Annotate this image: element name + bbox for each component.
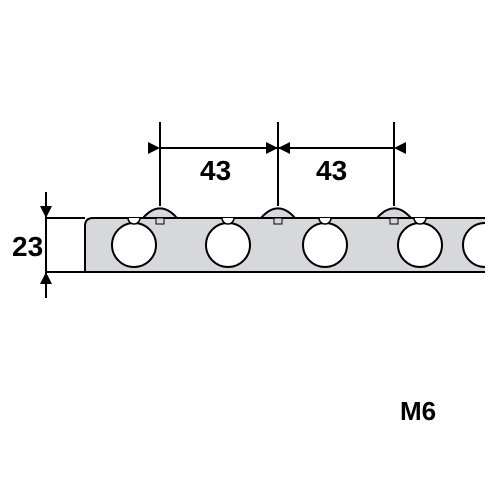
dim-arrow	[40, 206, 52, 218]
dim-arrow	[266, 142, 278, 154]
dim-label-height: 23	[12, 231, 43, 262]
bolt-cap-1	[261, 208, 295, 218]
rail-hole-1	[206, 223, 250, 267]
rail-hole-0	[112, 223, 156, 267]
top-notch-3	[414, 218, 426, 224]
dim-label-pitch-1: 43	[316, 155, 347, 186]
bolt-stem-2	[390, 218, 398, 224]
rail-hole-2	[303, 223, 347, 267]
rail-hole-3	[398, 223, 442, 267]
dim-arrow	[148, 142, 160, 154]
dim-label-pitch-0: 43	[200, 155, 231, 186]
top-notch-1	[222, 218, 234, 224]
technical-drawing: 43 43 23 M6	[0, 0, 500, 500]
bolt-cap-0	[143, 208, 177, 218]
bolt-stem-1	[274, 218, 282, 224]
dim-arrow	[40, 272, 52, 284]
bolt-cap-2	[377, 208, 411, 218]
bolt-stem-0	[156, 218, 164, 224]
dim-arrow	[394, 142, 406, 154]
top-notch-0	[128, 218, 140, 224]
top-notch-2	[319, 218, 331, 224]
thread-label: M6	[400, 396, 436, 426]
